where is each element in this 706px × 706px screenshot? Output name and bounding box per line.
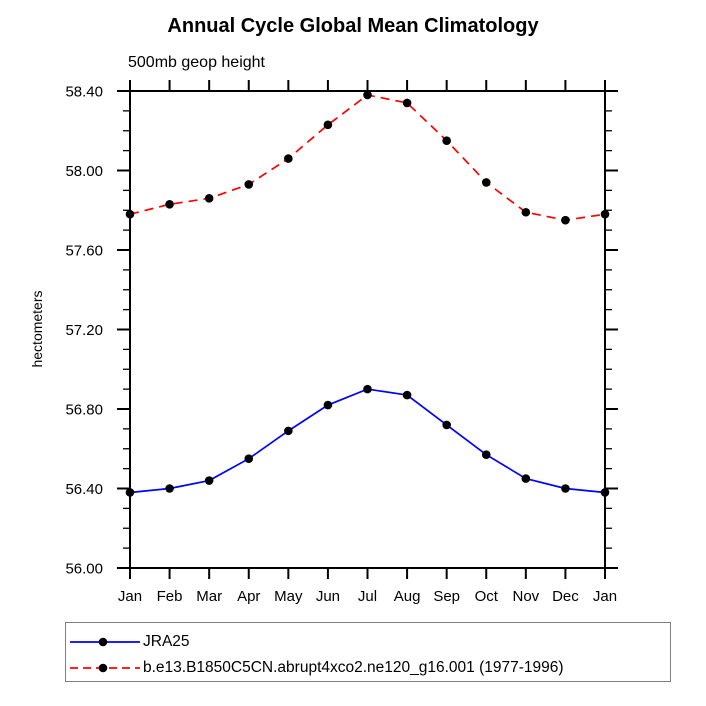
x-tick-label: Aug — [394, 588, 421, 605]
y-tick-label: 58.40 — [65, 83, 103, 100]
series-line-model — [129, 94, 606, 222]
legend-marker-dot — [98, 663, 108, 673]
data-point-marker — [600, 488, 610, 497]
x-tick-label: Jan — [593, 588, 617, 605]
legend: JRA25 b.e13.B1850C5CN.abrupt4xco2.ne120_… — [65, 622, 671, 682]
x-tick-label: Jan — [118, 588, 142, 605]
x-tick-label: Mar — [196, 588, 222, 605]
x-tick-label: Nov — [512, 588, 539, 605]
data-point-marker — [125, 209, 135, 219]
data-point-marker — [204, 194, 214, 203]
y-tick-label: 56.80 — [65, 401, 103, 418]
x-tick-label: Oct — [475, 588, 499, 605]
data-point-marker — [165, 484, 174, 493]
data-point-marker — [600, 209, 610, 219]
data-point-marker — [481, 178, 491, 187]
data-point-marker — [244, 180, 254, 189]
data-point-marker — [561, 484, 570, 493]
data-point-marker — [442, 136, 451, 145]
y-tick-label: 58.00 — [65, 163, 103, 180]
x-tick-label: Jul — [358, 588, 377, 605]
x-tick-label: May — [274, 588, 303, 605]
chart-title: Annual Cycle Global Mean Climatology — [167, 15, 539, 37]
data-point-marker — [125, 488, 135, 497]
y-tick-label: 57.60 — [65, 242, 103, 259]
y-tick-label: 56.40 — [65, 481, 103, 498]
data-point-marker — [521, 207, 531, 217]
data-point-marker — [244, 454, 254, 463]
plot-border — [129, 90, 606, 569]
data-point-marker — [561, 215, 570, 225]
data-point-marker — [323, 120, 333, 130]
legend-marker-dot — [98, 637, 108, 647]
data-point-marker — [442, 420, 451, 430]
data-point-marker — [363, 384, 372, 394]
data-point-marker — [521, 474, 531, 483]
data-point-marker — [284, 426, 293, 436]
legend-sample-dashed-line — [70, 663, 140, 673]
data-point-marker — [165, 199, 174, 209]
data-point-marker — [284, 154, 293, 163]
data-point-marker — [481, 450, 491, 460]
series-line-jra25 — [129, 388, 606, 494]
legend-sample-solid-line — [70, 637, 140, 647]
y-tick-label: 57.20 — [65, 322, 103, 339]
chart-subtitle: 500mb geop height — [128, 54, 265, 71]
legend-item-jra25: JRA25 — [66, 629, 670, 655]
x-tick-label: Apr — [237, 588, 260, 605]
x-tick-label: Jun — [316, 588, 340, 605]
x-tick-label: Sep — [433, 588, 460, 605]
x-tick-label: Feb — [157, 588, 183, 605]
x-tick-label: Dec — [552, 588, 579, 605]
data-point-marker — [363, 90, 372, 100]
data-point-marker — [402, 390, 412, 400]
data-point-marker — [323, 400, 333, 410]
legend-item-model: b.e13.B1850C5CN.abrupt4xco2.ne120_g16.00… — [66, 655, 670, 681]
legend-label: b.e13.B1850C5CN.abrupt4xco2.ne120_g16.00… — [143, 659, 564, 676]
data-point-marker — [204, 476, 214, 485]
data-point-marker — [402, 98, 412, 108]
legend-label: JRA25 — [143, 633, 190, 650]
y-tick-label: 56.00 — [65, 560, 103, 577]
